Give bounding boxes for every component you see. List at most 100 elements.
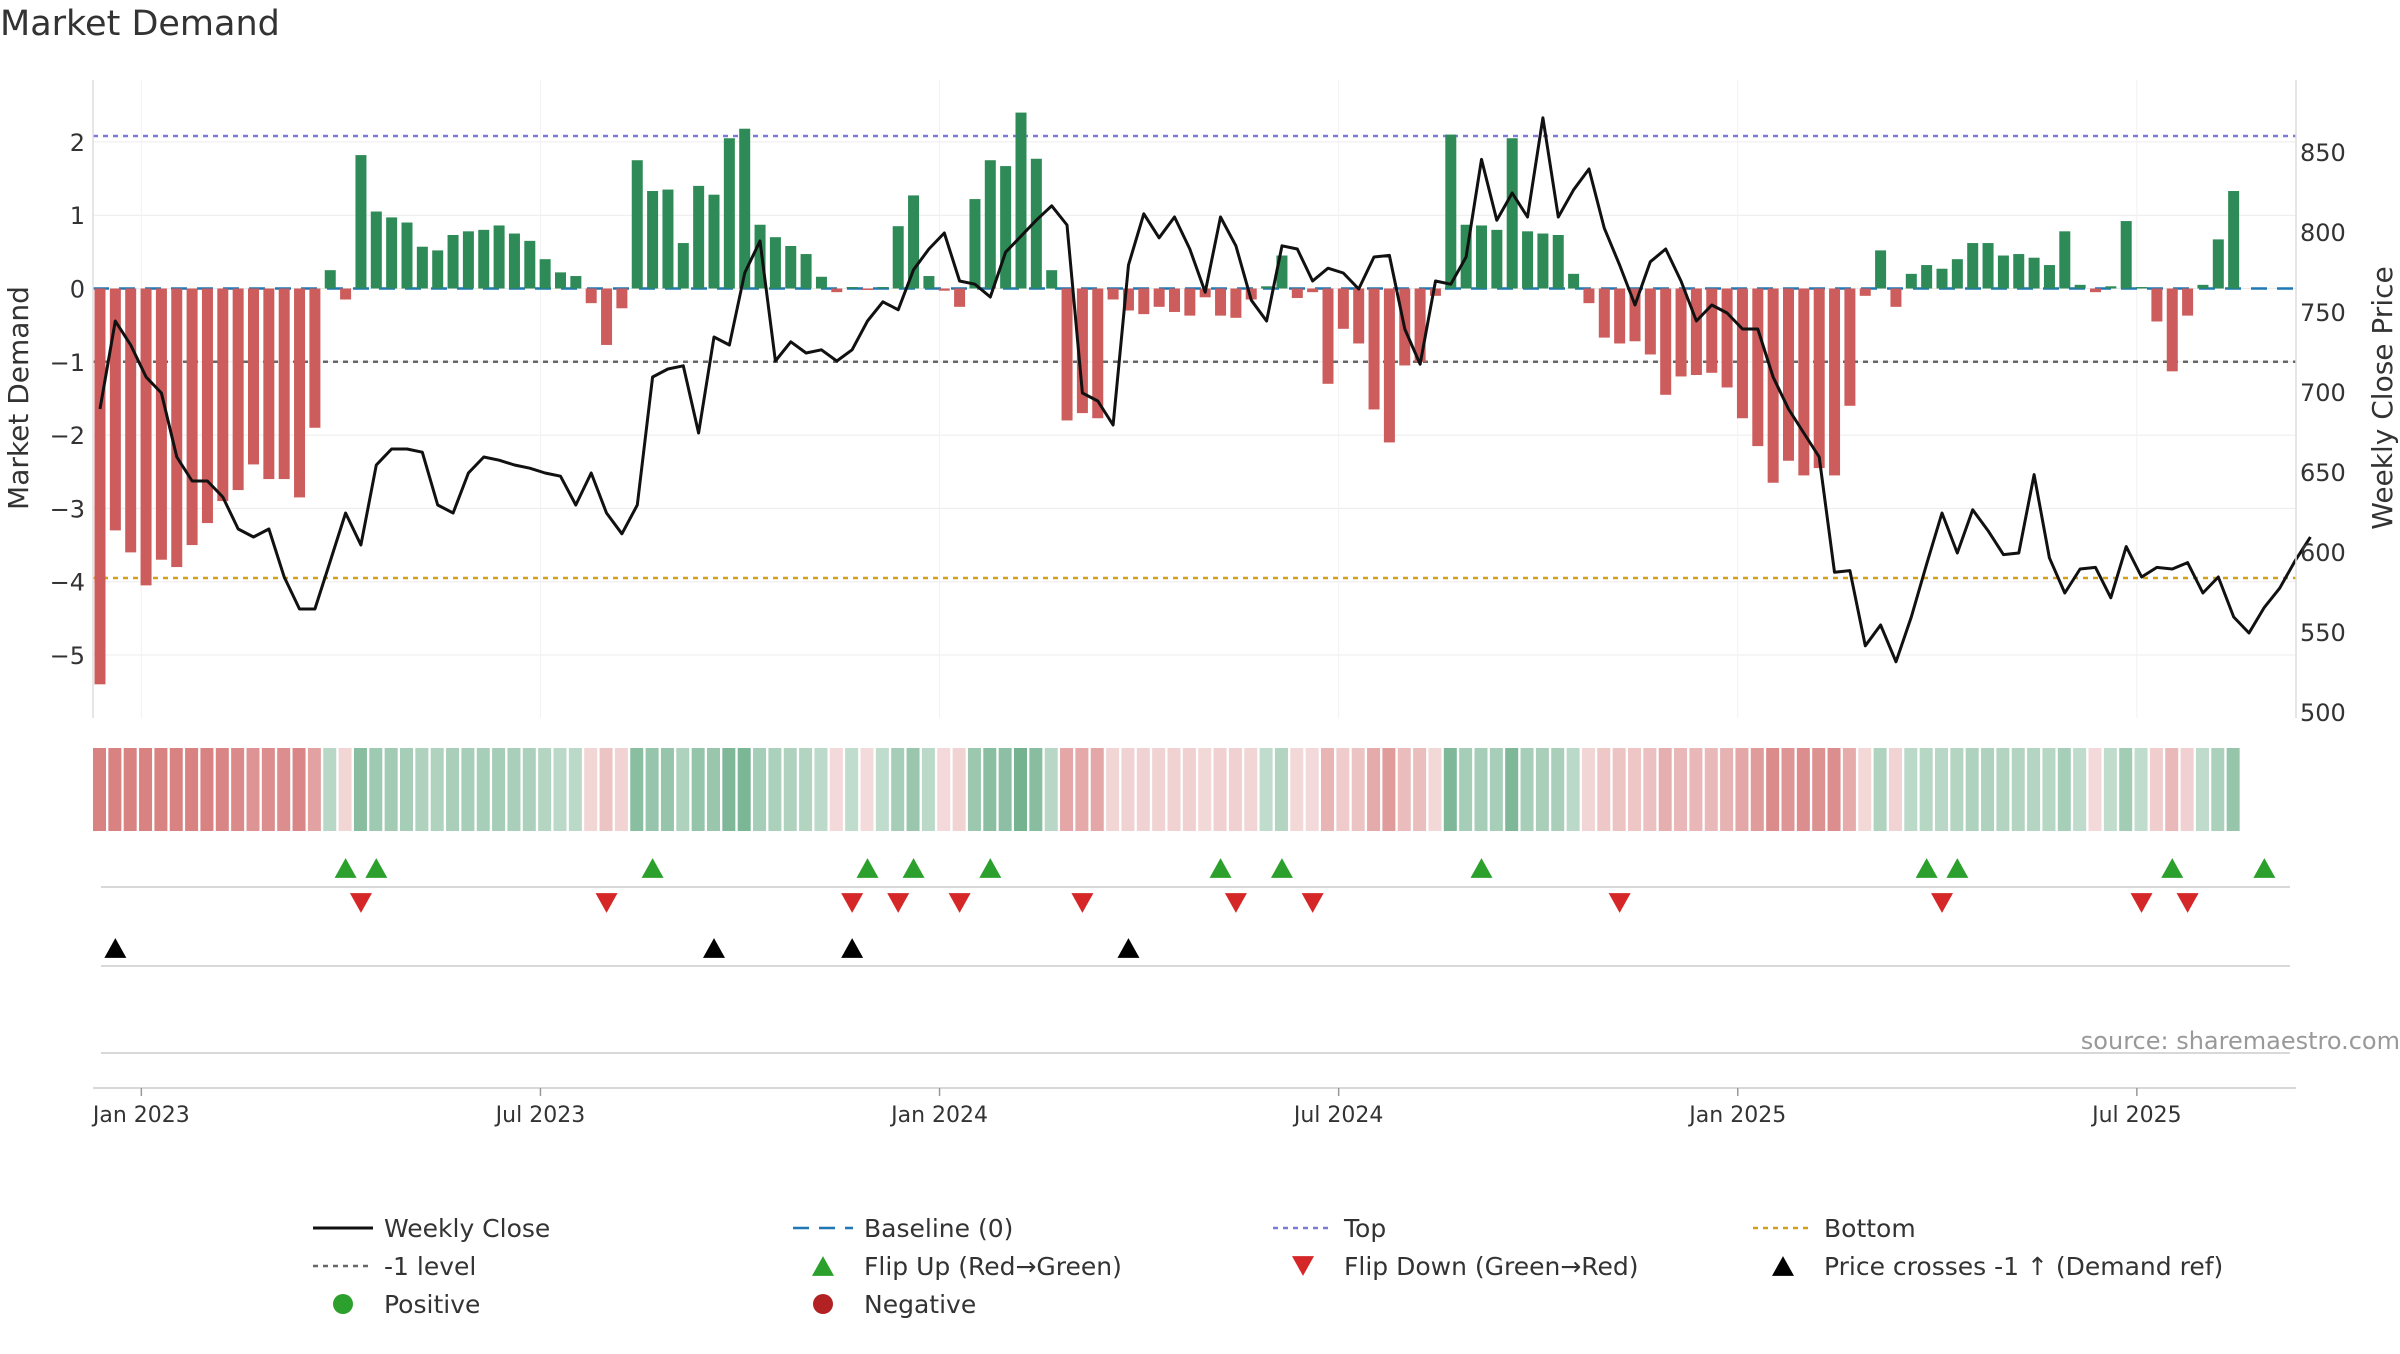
flip-up-marker — [979, 858, 1002, 878]
demand-bar — [1076, 288, 1088, 414]
demand-bar — [1936, 268, 1948, 289]
demand-bar — [631, 160, 643, 289]
left-axis-label: Market Demand — [2, 286, 35, 510]
flip-down-marker — [1224, 893, 1247, 913]
strip-cell — [1781, 748, 1795, 831]
strip-cell — [522, 748, 536, 831]
strip-cell — [292, 748, 306, 831]
source-label: source: sharemaestro.com — [2081, 1027, 2400, 1055]
strip-cell — [2180, 748, 2194, 831]
demand-bar — [954, 288, 966, 307]
demand-bar — [1583, 288, 1595, 304]
strip-cell — [645, 748, 659, 831]
strip-cell — [1581, 748, 1595, 831]
legend-flip-down-swatch — [1292, 1256, 1314, 1276]
demand-bar — [2151, 288, 2163, 322]
price-cross-marker — [703, 938, 725, 958]
demand-bar — [693, 185, 705, 289]
strip-cell — [2119, 748, 2133, 831]
demand-bar — [1015, 112, 1027, 289]
strip-cell — [2027, 748, 2041, 831]
strip-cell — [507, 748, 521, 831]
demand-bar — [1092, 288, 1104, 419]
demand-bar — [2120, 221, 2132, 289]
demand-bar — [1230, 288, 1242, 318]
legend-bottom-label: Bottom — [1824, 1214, 1916, 1243]
strip-cell — [492, 748, 506, 831]
demand-bar — [570, 276, 582, 289]
demand-bar — [739, 128, 751, 289]
strip-cell — [1443, 748, 1457, 831]
flip-down-marker — [349, 893, 372, 913]
strip-cell — [1612, 748, 1626, 831]
strip-cell — [169, 748, 183, 831]
strip-cell — [1873, 748, 1887, 831]
strip-cell — [185, 748, 199, 831]
flip-down-marker — [1608, 893, 1631, 913]
demand-bar — [1491, 229, 1503, 289]
strip-cell — [768, 748, 782, 831]
strip-cell — [1704, 748, 1718, 831]
strip-cell — [1198, 748, 1212, 831]
strip-cell — [461, 748, 475, 831]
strip-cell — [1075, 748, 1089, 831]
demand-bar — [754, 224, 766, 289]
legend-cross-swatch — [1772, 1256, 1794, 1276]
demand-bar — [493, 225, 505, 289]
demand-bar — [708, 194, 720, 289]
strip-cell — [2149, 748, 2163, 831]
legend-cross-label: Price crosses -1 ↑ (Demand ref) — [1824, 1252, 2223, 1281]
price-cross-marker — [1117, 938, 1140, 958]
demand-bar — [938, 288, 950, 291]
demand-bar — [1552, 234, 1564, 289]
strip-cell — [1274, 748, 1288, 831]
demand-bar — [171, 288, 183, 568]
strip-cell — [1459, 748, 1473, 831]
strip-cell — [2057, 748, 2071, 831]
strip-cell — [1259, 748, 1273, 831]
demand-bar — [1383, 288, 1395, 443]
strip-cell — [1965, 748, 1979, 831]
strip-cell — [1812, 748, 1826, 831]
flip-up-marker — [902, 858, 925, 878]
strip-cell — [1720, 748, 1734, 831]
demand-bar — [1414, 288, 1426, 362]
demand-bar — [2105, 286, 2117, 289]
demand-bar — [1629, 288, 1641, 342]
strip-cell — [323, 748, 337, 831]
strip-cell — [1566, 748, 1580, 831]
demand-bar — [555, 272, 566, 289]
demand-bar — [508, 233, 520, 289]
demand-bar — [2182, 288, 2194, 316]
strip-cell — [1428, 748, 1442, 831]
demand-bar — [294, 288, 306, 498]
strip-cell — [1044, 748, 1058, 831]
demand-bar — [401, 222, 413, 289]
demand-bar — [340, 288, 352, 300]
demand-bar — [1276, 255, 1288, 289]
flip-down-marker — [887, 893, 910, 913]
strip-cell — [261, 748, 275, 831]
demand-bar — [1476, 225, 1487, 289]
demand-bar — [94, 288, 106, 685]
strip-cell — [1489, 748, 1503, 831]
strip-cell — [139, 748, 153, 831]
left-tick-label: −4 — [50, 569, 85, 597]
flip-up-marker — [641, 858, 664, 878]
strip-cell — [2134, 748, 2148, 831]
demand-bar — [324, 270, 336, 289]
left-tick-label: −5 — [50, 642, 85, 670]
demand-bar — [125, 288, 137, 553]
demand-bar — [1690, 288, 1702, 375]
strip-cell — [783, 748, 797, 831]
chart-title: Market Demand — [0, 4, 280, 44]
x-axis: Jan 2023 Jul 2023 Jan 2024 Jul 2024 Jan 2025… — [91, 1087, 2296, 1128]
right-tick-label: 500 — [2300, 699, 2346, 727]
demand-bar — [1829, 288, 1841, 476]
right-tick-label: 650 — [2300, 459, 2346, 487]
demand-bar — [140, 288, 152, 586]
demand-bar — [616, 288, 628, 309]
strip-cell — [1551, 748, 1565, 831]
demand-bar — [524, 240, 536, 289]
